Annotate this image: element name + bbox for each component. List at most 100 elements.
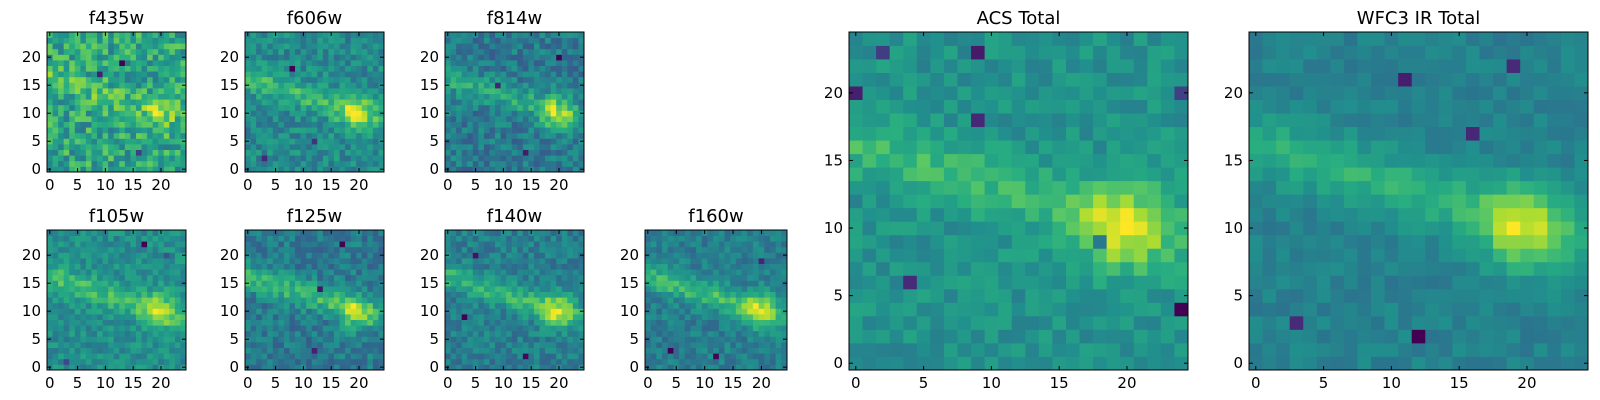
heatmap-cell — [69, 76, 76, 83]
heatmap-cell — [495, 54, 501, 61]
heatmap-cell — [724, 258, 731, 264]
heatmap-cell — [169, 160, 176, 167]
heatmap-cell — [656, 353, 663, 360]
heatmap-cell — [119, 160, 126, 167]
heatmap-cell — [889, 356, 904, 371]
heatmap-cell — [306, 116, 313, 122]
heatmap-cell — [339, 364, 346, 371]
heatmap-cell — [328, 88, 335, 94]
heatmap-cell — [1147, 288, 1162, 303]
heatmap-cell — [250, 274, 257, 281]
heatmap-cell — [80, 297, 87, 304]
heatmap-cell — [69, 65, 76, 72]
heatmap-cell — [261, 54, 268, 61]
heatmap-cell — [461, 71, 468, 78]
heatmap-cell — [80, 160, 87, 167]
heatmap-cell — [483, 104, 490, 111]
heatmap-cell — [97, 258, 103, 264]
heatmap-cell — [707, 280, 714, 287]
heatmap-cell — [300, 235, 307, 242]
heatmap-cell — [456, 71, 463, 78]
heatmap-cell — [52, 325, 59, 332]
heatmap-cell — [478, 258, 485, 264]
heatmap-cell — [174, 336, 181, 343]
heatmap-cell — [472, 342, 479, 348]
heatmap-cell — [300, 43, 307, 50]
heatmap-cell — [289, 302, 296, 309]
heatmap-cell — [461, 330, 468, 337]
heatmap-cell — [545, 144, 552, 150]
heatmap-cell — [135, 104, 142, 111]
heatmap-cell — [311, 364, 318, 371]
heatmap-cell — [445, 155, 451, 162]
heatmap-cell — [707, 230, 714, 236]
heatmap-cell — [58, 82, 65, 89]
heatmap-cell — [130, 110, 137, 117]
heatmap-cell — [483, 138, 490, 145]
heatmap-cell — [522, 88, 529, 94]
heatmap-cell — [339, 319, 346, 326]
heatmap-cell — [545, 241, 552, 248]
heatmap-cell — [889, 275, 904, 290]
heatmap-cell — [533, 235, 540, 242]
heatmap-cell — [467, 235, 474, 242]
heatmap-cell — [306, 99, 313, 106]
heatmap-cell — [500, 291, 507, 298]
y-tick-label: 10 — [22, 302, 41, 320]
heatmap-cell — [690, 325, 697, 332]
heatmap-cell — [147, 127, 154, 134]
heatmap-cell — [272, 241, 279, 248]
heatmap-cell — [130, 60, 137, 66]
heatmap-cell — [483, 32, 490, 38]
heatmap-cell — [673, 358, 680, 365]
heatmap-cell — [522, 121, 529, 128]
heatmap-cell — [461, 82, 468, 89]
heatmap-cell — [261, 155, 268, 162]
heatmap-cell — [97, 263, 103, 270]
heatmap-cell — [295, 263, 301, 270]
heatmap-cell — [141, 364, 148, 371]
heatmap-cell — [85, 71, 92, 78]
heatmap-cell — [489, 88, 496, 94]
heatmap-cell — [356, 88, 363, 94]
heatmap-cell — [69, 93, 76, 100]
heatmap-cell — [506, 32, 513, 38]
heatmap-cell — [119, 358, 126, 365]
heatmap-cell — [456, 54, 463, 61]
heatmap-cell — [372, 314, 379, 320]
heatmap-cell — [1038, 180, 1053, 195]
heatmap-cell — [278, 65, 285, 72]
heatmap-cell — [278, 314, 285, 320]
heatmap-cell — [267, 132, 274, 139]
heatmap-cell — [528, 308, 535, 315]
heatmap-cell — [372, 110, 379, 117]
heatmap-cell — [322, 82, 329, 89]
heatmap-cell — [550, 138, 557, 145]
heatmap-cell — [1065, 248, 1080, 263]
heatmap-cell — [283, 358, 290, 365]
heatmap-cell — [478, 88, 485, 94]
heatmap-cell — [718, 286, 725, 292]
heatmap-cell — [339, 258, 346, 264]
heatmap-cell — [350, 358, 357, 365]
heatmap-cell — [58, 314, 65, 320]
heatmap-cell — [930, 234, 945, 249]
heatmap-cell — [862, 302, 877, 317]
heatmap-cell — [119, 65, 126, 72]
heatmap-cell — [495, 252, 501, 259]
heatmap-cell — [283, 60, 290, 66]
heatmap-cell — [119, 274, 126, 281]
heatmap-cell — [245, 71, 251, 78]
heatmap-cell — [506, 274, 513, 281]
heatmap-cell — [63, 353, 70, 360]
heatmap-cell — [506, 319, 513, 326]
heatmap-cell — [495, 104, 501, 111]
heatmap-cell — [567, 330, 574, 337]
heatmap-cell — [97, 291, 103, 298]
heatmap-cell — [769, 325, 777, 332]
heatmap-cell — [517, 160, 524, 167]
heatmap-cell — [317, 60, 324, 66]
heatmap-cell — [328, 302, 335, 309]
x-tick-label: 15 — [522, 176, 541, 194]
heatmap-cell — [322, 60, 329, 66]
